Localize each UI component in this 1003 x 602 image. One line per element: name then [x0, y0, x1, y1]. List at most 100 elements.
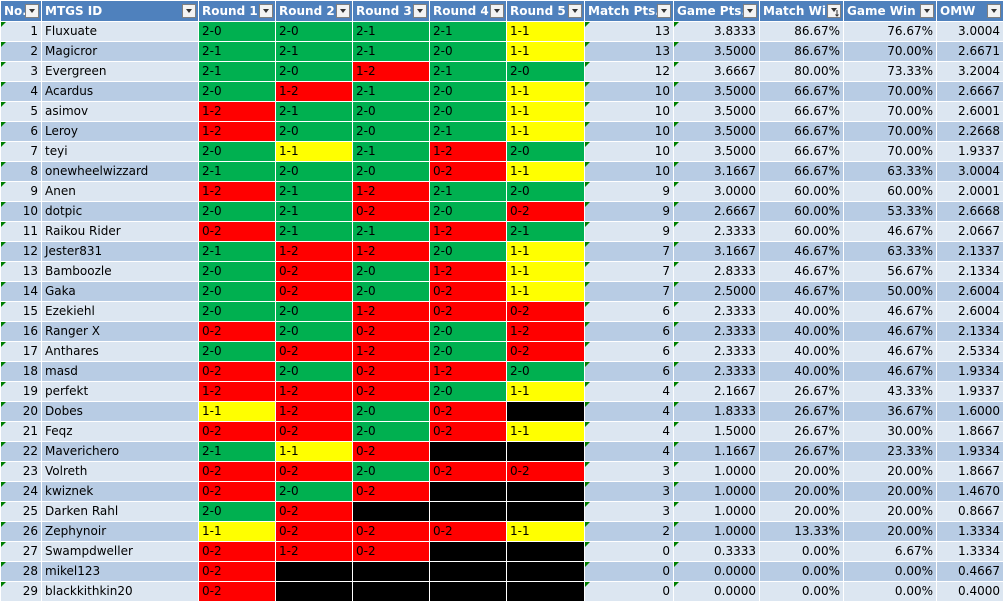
rank-cell[interactable]: 16 — [1, 322, 42, 342]
match-pts-cell[interactable]: 10 — [585, 122, 674, 142]
match-win-cell[interactable]: 60.00% — [760, 222, 844, 242]
round-4-cell[interactable]: 2-1 — [430, 182, 507, 202]
round-5-cell[interactable]: 1-1 — [507, 22, 585, 42]
round-2-cell[interactable]: 2-1 — [276, 202, 353, 222]
round-2-cell[interactable]: 1-2 — [276, 382, 353, 402]
round-2-cell[interactable]: 1-1 — [276, 142, 353, 162]
match-pts-cell[interactable]: 9 — [585, 222, 674, 242]
game-win-cell[interactable]: 70.00% — [844, 102, 937, 122]
game-win-cell[interactable]: 20.00% — [844, 482, 937, 502]
player-id-cell[interactable]: Raikou Rider — [42, 222, 199, 242]
omw-cell[interactable]: 1.3334 — [937, 542, 1003, 562]
round-1-cell[interactable]: 2-0 — [199, 282, 276, 302]
game-pts-cell[interactable]: 3.5000 — [674, 122, 760, 142]
match-pts-cell[interactable]: 0 — [585, 582, 674, 602]
game-pts-cell[interactable]: 1.1667 — [674, 442, 760, 462]
game-pts-cell[interactable]: 2.3333 — [674, 362, 760, 382]
round-1-cell[interactable]: 2-0 — [199, 22, 276, 42]
game-pts-cell[interactable]: 3.1667 — [674, 242, 760, 262]
column-header-round-3[interactable]: Round 3 — [353, 1, 430, 22]
round-2-cell[interactable]: 0-2 — [276, 422, 353, 442]
game-pts-cell[interactable]: 1.0000 — [674, 522, 760, 542]
round-2-cell[interactable]: 2-0 — [276, 62, 353, 82]
round-3-cell[interactable]: 0-2 — [353, 542, 430, 562]
match-win-cell[interactable]: 40.00% — [760, 362, 844, 382]
round-4-cell[interactable]: 2-0 — [430, 342, 507, 362]
round-1-cell[interactable]: 0-2 — [199, 482, 276, 502]
round-3-cell[interactable]: 2-1 — [353, 82, 430, 102]
match-pts-cell[interactable]: 3 — [585, 462, 674, 482]
match-pts-cell[interactable]: 7 — [585, 282, 674, 302]
filter-dropdown-icon[interactable] — [259, 4, 273, 18]
omw-cell[interactable]: 2.1334 — [937, 322, 1003, 342]
column-header-round-1[interactable]: Round 1 — [199, 1, 276, 22]
round-1-cell[interactable]: 1-2 — [199, 122, 276, 142]
round-4-cell[interactable]: 2-1 — [430, 22, 507, 42]
omw-cell[interactable]: 1.9337 — [937, 382, 1003, 402]
round-1-cell[interactable]: 2-1 — [199, 162, 276, 182]
round-1-cell[interactable]: 1-2 — [199, 102, 276, 122]
player-id-cell[interactable]: dotpic — [42, 202, 199, 222]
match-pts-cell[interactable]: 12 — [585, 62, 674, 82]
game-win-cell[interactable]: 56.67% — [844, 262, 937, 282]
rank-cell[interactable]: 5 — [1, 102, 42, 122]
rank-cell[interactable]: 8 — [1, 162, 42, 182]
round-4-cell[interactable]: 1-2 — [430, 262, 507, 282]
round-2-cell[interactable]: 0-2 — [276, 522, 353, 542]
round-5-cell[interactable]: 2-0 — [507, 362, 585, 382]
omw-cell[interactable]: 1.3334 — [937, 522, 1003, 542]
round-1-cell[interactable]: 2-1 — [199, 62, 276, 82]
game-pts-cell[interactable]: 3.5000 — [674, 42, 760, 62]
round-1-cell[interactable]: 2-0 — [199, 202, 276, 222]
round-2-cell[interactable]: 1-2 — [276, 542, 353, 562]
player-id-cell[interactable]: Swampdweller — [42, 542, 199, 562]
rank-cell[interactable]: 29 — [1, 582, 42, 602]
omw-cell[interactable]: 0.4667 — [937, 562, 1003, 582]
game-pts-cell[interactable]: 1.8333 — [674, 402, 760, 422]
sort-filter-dropdown-icon[interactable] — [827, 4, 841, 18]
game-win-cell[interactable]: 30.00% — [844, 422, 937, 442]
game-win-cell[interactable]: 23.33% — [844, 442, 937, 462]
round-2-cell[interactable]: 1-2 — [276, 82, 353, 102]
round-5-cell[interactable]: 1-1 — [507, 262, 585, 282]
game-pts-cell[interactable]: 1.0000 — [674, 502, 760, 522]
filter-dropdown-icon[interactable] — [743, 4, 757, 18]
omw-cell[interactable]: 2.6004 — [937, 302, 1003, 322]
match-pts-cell[interactable]: 6 — [585, 322, 674, 342]
match-win-cell[interactable]: 66.67% — [760, 122, 844, 142]
rank-cell[interactable]: 25 — [1, 502, 42, 522]
rank-cell[interactable]: 18 — [1, 362, 42, 382]
round-1-cell[interactable]: 0-2 — [199, 222, 276, 242]
round-5-cell[interactable]: 1-1 — [507, 122, 585, 142]
game-win-cell[interactable]: 70.00% — [844, 82, 937, 102]
omw-cell[interactable]: 3.0004 — [937, 162, 1003, 182]
round-4-cell[interactable] — [430, 562, 507, 582]
column-header-game-pts[interactable]: Game Pts. — [674, 1, 760, 22]
player-id-cell[interactable]: Feqz — [42, 422, 199, 442]
round-2-cell[interactable]: 0-2 — [276, 342, 353, 362]
round-5-cell[interactable]: 2-0 — [507, 182, 585, 202]
omw-cell[interactable]: 2.6004 — [937, 282, 1003, 302]
round-2-cell[interactable]: 0-2 — [276, 262, 353, 282]
match-pts-cell[interactable]: 4 — [585, 382, 674, 402]
round-5-cell[interactable]: 2-0 — [507, 62, 585, 82]
match-win-cell[interactable]: 46.67% — [760, 262, 844, 282]
round-5-cell[interactable] — [507, 542, 585, 562]
player-id-cell[interactable]: Darken Rahl — [42, 502, 199, 522]
round-3-cell[interactable] — [353, 562, 430, 582]
omw-cell[interactable]: 0.4000 — [937, 582, 1003, 602]
round-2-cell[interactable]: 2-1 — [276, 182, 353, 202]
game-win-cell[interactable]: 0.00% — [844, 562, 937, 582]
round-1-cell[interactable]: 1-1 — [199, 522, 276, 542]
round-3-cell[interactable]: 0-2 — [353, 482, 430, 502]
round-1-cell[interactable]: 2-0 — [199, 502, 276, 522]
game-pts-cell[interactable]: 2.3333 — [674, 222, 760, 242]
rank-cell[interactable]: 15 — [1, 302, 42, 322]
round-3-cell[interactable]: 0-2 — [353, 362, 430, 382]
match-pts-cell[interactable]: 4 — [585, 402, 674, 422]
player-id-cell[interactable]: Magicror — [42, 42, 199, 62]
game-pts-cell[interactable]: 3.8333 — [674, 22, 760, 42]
round-1-cell[interactable]: 2-1 — [199, 42, 276, 62]
rank-cell[interactable]: 1 — [1, 22, 42, 42]
column-header-game-win[interactable]: Game Win % — [844, 1, 937, 22]
